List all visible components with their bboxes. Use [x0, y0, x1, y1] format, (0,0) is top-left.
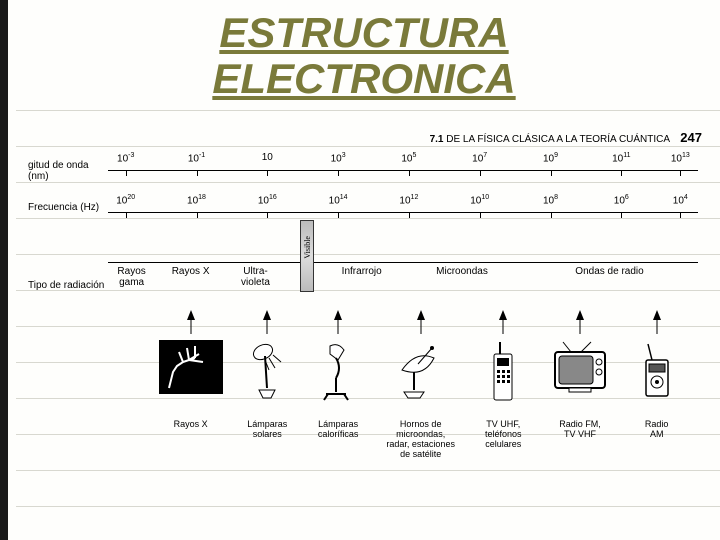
radiation-type-label: Rayos X	[172, 266, 210, 277]
axis-tick	[680, 170, 681, 176]
sun-lamp-icon	[245, 340, 289, 400]
axis-tick	[197, 212, 198, 218]
radiation-type-label: Ultra-violeta	[241, 266, 270, 288]
axis-tick	[409, 212, 410, 218]
title-line-2: ELECTRONICA	[212, 55, 515, 102]
radiation-type-label: Ondas de radio	[575, 266, 643, 277]
axis-tick	[338, 170, 339, 176]
radiation-types-row: Tipo de radiación Rayosgama Rayos X Ultra-…	[28, 262, 708, 300]
source-icon-tv	[551, 340, 609, 401]
source-icon-xray	[159, 340, 223, 399]
visible-label: Visible	[303, 236, 312, 259]
arrow-line	[656, 320, 657, 334]
heat-lamp-icon	[316, 340, 360, 404]
section-number: 7.1	[430, 134, 444, 145]
axis-tick-label: 108	[543, 194, 558, 206]
sources-row: Rayos XLámparassolaresLámparascalorífica…	[28, 310, 708, 460]
axis-tick	[621, 170, 622, 176]
axis-tick	[126, 170, 127, 176]
source-icon-phone	[490, 340, 516, 409]
axis-tick-label: 10-3	[117, 152, 134, 164]
cellphone-icon	[490, 340, 516, 404]
frequency-axis: Frecuencia (Hz) 1020 1018 1016 1014 1012 1010…	[28, 192, 708, 230]
em-spectrum-diagram: gitud de onda (nm) 10-3 10-1 10 103 105 107 10…	[28, 150, 708, 460]
axis-tick-label: 104	[673, 194, 688, 206]
ruled-line	[16, 470, 720, 471]
source-icon-dish	[394, 340, 448, 405]
axis-tick	[480, 170, 481, 176]
axis-tick-label: 1013	[671, 152, 690, 164]
arrow-line	[503, 320, 504, 334]
axis-tick	[126, 212, 127, 218]
wavelength-label: gitud de onda (nm)	[28, 160, 106, 182]
source-label: Lámparascaloríficas	[298, 420, 378, 440]
radiation-type-label: Rayosgama	[117, 266, 145, 288]
axis-tick-label: 106	[614, 194, 629, 206]
source-icon-sunlamp	[245, 340, 289, 405]
arrow-line	[267, 320, 268, 334]
axis-tick-label: 103	[331, 152, 346, 164]
frequency-label: Frecuencia (Hz)	[28, 202, 106, 213]
source-label: Radio FM,TV VHF	[540, 420, 620, 440]
arrow-up-icon	[187, 310, 195, 320]
axis-tick-label: 105	[401, 152, 416, 164]
source-icon-radio	[642, 340, 672, 405]
source-label: Rayos X	[151, 420, 231, 430]
radiation-side-label: Tipo de radiación	[28, 280, 104, 291]
ruled-line	[16, 110, 720, 111]
radio-icon	[642, 340, 672, 400]
axis-tick	[480, 212, 481, 218]
ruled-line	[16, 146, 720, 147]
section-text: DE LA FÍSICA CLÁSICA A LA TEORÍA CUÁNTIC…	[446, 134, 669, 145]
axis-tick	[680, 212, 681, 218]
arrow-up-icon	[263, 310, 271, 320]
title-line-1: ESTRUCTURA	[219, 9, 508, 56]
source-label: RadioAM	[617, 420, 697, 440]
arrow-up-icon	[334, 310, 342, 320]
axis-tick-label: 1011	[612, 152, 630, 164]
radiation-type-label: Microondas	[436, 266, 488, 277]
xray-icon	[159, 340, 223, 394]
visible-spectrum-bar: Visible	[300, 220, 314, 292]
wavelength-axis: gitud de onda (nm) 10-3 10-1 10 103 105 107 10…	[28, 150, 708, 188]
axis-tick-label: 109	[543, 152, 558, 164]
axis-tick	[551, 170, 552, 176]
arrow-up-icon	[653, 310, 661, 320]
page-title: ESTRUCTURA ELECTRONICA	[8, 0, 720, 102]
axis-tick	[409, 170, 410, 176]
axis-tick	[551, 212, 552, 218]
radiation-divider	[108, 262, 698, 263]
arrow-line	[190, 320, 191, 334]
page-number: 247	[680, 130, 702, 145]
axis-tick-label: 1016	[258, 194, 277, 206]
arrow-up-icon	[417, 310, 425, 320]
arrow-up-icon	[499, 310, 507, 320]
axis-tick	[338, 212, 339, 218]
axis-tick-label: 1012	[399, 194, 418, 206]
axis-tick	[267, 212, 268, 218]
arrow-line	[338, 320, 339, 334]
tv-icon	[551, 340, 609, 396]
source-icon-heatlamp	[316, 340, 360, 409]
axis-tick-label: 107	[472, 152, 487, 164]
axis-tick	[197, 170, 198, 176]
axis-tick-label: 1020	[116, 194, 135, 206]
ruled-line	[16, 506, 720, 507]
axis-tick-label: 10-1	[188, 152, 205, 164]
axis-tick-label: 10	[262, 152, 273, 163]
arrow-line	[580, 320, 581, 334]
axis-tick	[267, 170, 268, 176]
radiation-type-label: Infrarrojo	[342, 266, 382, 277]
axis-tick-label: 1010	[470, 194, 489, 206]
section-header: 7.1 DE LA FÍSICA CLÁSICA A LA TEORÍA CUÁ…	[430, 130, 702, 145]
arrow-up-icon	[576, 310, 584, 320]
axis-tick	[621, 212, 622, 218]
source-label: Lámparassolares	[227, 420, 307, 440]
source-label: Hornos de microondas,radar, estacionesde…	[381, 420, 461, 460]
source-label: TV UHF,teléfonoscelulares	[463, 420, 543, 450]
axis-tick-label: 1018	[187, 194, 206, 206]
arrow-line	[420, 320, 421, 334]
satellite-dish-icon	[394, 340, 448, 400]
axis-tick-label: 1014	[329, 194, 348, 206]
